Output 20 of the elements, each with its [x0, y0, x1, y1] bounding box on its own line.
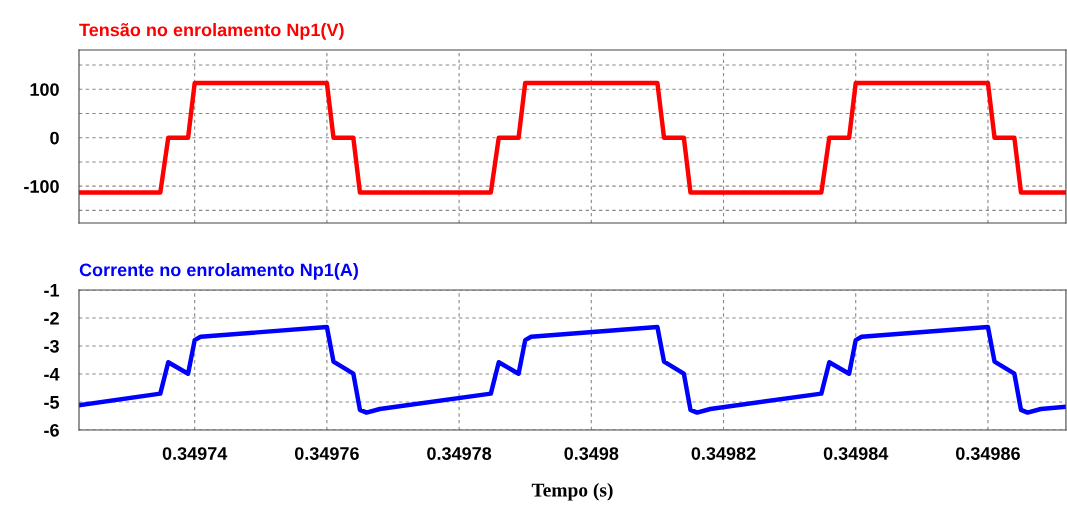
y-tick-label: -2 [44, 311, 59, 325]
y-tick-label: 0 [50, 131, 59, 145]
x-axis-title: Tempo (s) [531, 482, 613, 501]
y-tick-label: -6 [44, 423, 59, 437]
x-tick-label: 0.34982 [691, 447, 756, 460]
line-series [79, 324, 1066, 415]
y-tick-label: -3 [44, 339, 59, 353]
y-tick-label: -5 [44, 396, 60, 409]
chart-title: Tensão no enrolamento Np1(V) [79, 23, 344, 40]
x-tick-label: 0.3498 [564, 447, 619, 460]
y-tick-label: -1 [44, 284, 60, 297]
x-tick-label: 0.34986 [956, 447, 1020, 460]
y-tick-label: -4 [44, 368, 60, 381]
x-tick-label: 0.34984 [823, 447, 889, 460]
x-tick-label: 0.34978 [427, 447, 492, 460]
x-tick-label: 0.34976 [294, 447, 359, 460]
y-tick-label: -100 [24, 180, 59, 193]
x-tick-label: 0.34974 [162, 447, 228, 460]
y-tick-label: 100 [30, 83, 59, 96]
chart-title: Corrente no enrolamento Np1(A) [79, 263, 358, 280]
